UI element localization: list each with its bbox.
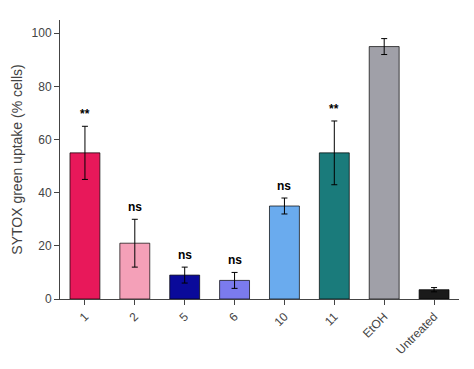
svg-text:ns: ns [228,253,242,267]
svg-text:ns: ns [128,200,142,214]
svg-text:1: 1 [77,310,92,325]
svg-text:5: 5 [176,310,191,325]
svg-text:**: ** [80,107,90,121]
svg-text:ns: ns [277,179,291,193]
svg-text:0: 0 [45,292,52,306]
svg-text:6: 6 [226,310,241,325]
svg-text:EtOH: EtOH [360,310,391,341]
svg-text:11: 11 [322,310,341,329]
svg-text:80: 80 [38,80,52,94]
svg-text:2: 2 [127,310,142,325]
svg-text:Untreated: Untreated [393,310,440,357]
svg-text:60: 60 [38,133,52,147]
svg-text:20: 20 [38,239,52,253]
svg-text:40: 40 [38,186,52,200]
svg-text:ns: ns [178,248,192,262]
svg-text:10: 10 [271,310,291,330]
svg-text:**: ** [329,102,339,116]
svg-text:100: 100 [32,26,52,40]
svg-text:SYTOX green uptake (% cells): SYTOX green uptake (% cells) [9,64,25,254]
